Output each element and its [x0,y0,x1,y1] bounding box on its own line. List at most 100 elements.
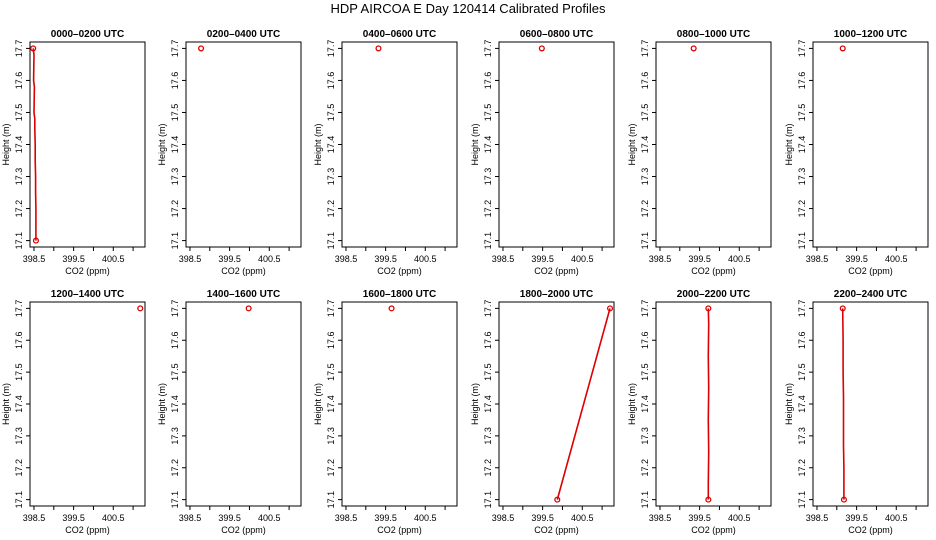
x-tick-label: 398.5 [492,254,515,264]
x-axis-label: CO2 (ppm) [691,266,736,276]
panel-title: 0400–0600 UTC [363,29,436,40]
y-tick-label: 17.6 [326,72,336,90]
y-tick-label: 17.3 [326,427,336,445]
y-tick-label: 17.5 [640,363,650,381]
data-point [839,305,846,312]
x-tick-label: 400.5 [885,254,908,264]
y-axis-label: Height (m) [313,383,323,425]
y-tick-label: 17.1 [797,491,807,509]
y-tick-label: 17.5 [326,104,336,122]
plot-frame [498,301,615,507]
x-tick-label: 399.5 [218,513,241,523]
y-tick-label: 17.2 [640,459,650,477]
panel-title: 1600–1800 UTC [363,289,436,300]
data-point [137,305,144,312]
data-point [32,237,39,244]
y-tick-label: 17.5 [170,104,180,122]
y-tick-label: 17.6 [483,331,493,349]
y-tick-label: 17.2 [797,200,807,218]
panel-9: 1600–1800 UTC 398.5 399.5 400.5 17.1 17.2 17.3… [313,289,458,535]
data-point [245,305,252,312]
profile-line [841,308,845,500]
y-tick-label: 17.7 [640,40,650,58]
y-axis-label: Height (m) [470,383,480,425]
x-tick-label: 398.5 [23,254,46,264]
y-tick-label: 17.1 [14,232,24,250]
y-tick-label: 17.7 [483,40,493,58]
x-tick-label: 398.5 [179,513,202,523]
y-axis-label: Height (m) [470,123,480,165]
plot-frame [341,301,458,507]
panel-title: 1000–1200 UTC [834,29,907,40]
x-tick-label: 400.5 [102,513,125,523]
panel-title: 0200–0400 UTC [207,29,280,40]
x-tick-label: 399.5 [374,254,397,264]
x-tick-label: 399.5 [688,513,711,523]
plot-frame [29,41,146,248]
y-tick-label: 17.6 [640,72,650,90]
x-axis-label: CO2 (ppm) [377,266,422,276]
y-tick-label: 17.1 [170,232,180,250]
data-point [705,305,712,312]
x-tick-label: 399.5 [688,254,711,264]
y-tick-label: 17.5 [14,104,24,122]
x-tick-label: 400.5 [728,513,751,523]
x-tick-label: 399.5 [845,254,868,264]
data-point [839,45,846,52]
y-tick-label: 17.1 [326,232,336,250]
panel-10: 1800–2000 UTC 398.5 399.5 400.5 17.1 17.2 17.3… [470,289,615,535]
y-axis-label: Height (m) [157,383,167,425]
y-axis-label: Height (m) [1,123,11,165]
y-tick-label: 17.5 [640,104,650,122]
plot-frame [498,41,615,248]
plot-frame [29,301,146,507]
y-tick-label: 17.1 [640,232,650,250]
x-tick-label: 398.5 [492,513,515,523]
y-tick-label: 17.7 [483,300,493,318]
x-tick-label: 400.5 [728,254,751,264]
y-tick-label: 17.3 [640,168,650,186]
y-tick-label: 17.3 [483,168,493,186]
y-tick-label: 17.6 [483,72,493,90]
y-tick-label: 17.3 [640,427,650,445]
panel-title: 1800–2000 UTC [520,289,593,300]
x-tick-label: 400.5 [571,254,594,264]
y-tick-label: 17.5 [14,363,24,381]
panel-8: 1400–1600 UTC 398.5 399.5 400.5 17.1 17.2 17.3… [157,289,302,535]
profile-line [556,308,611,500]
y-tick-label: 17.5 [326,363,336,381]
y-tick-label: 17.4 [170,136,180,154]
y-tick-label: 17.7 [797,40,807,58]
data-point [375,45,382,52]
panel-title: 2000–2200 UTC [677,289,750,300]
panel-title: 1400–1600 UTC [207,289,280,300]
y-tick-label: 17.5 [797,363,807,381]
y-tick-label: 17.5 [483,104,493,122]
y-tick-label: 17.2 [326,459,336,477]
x-axis-label: CO2 (ppm) [848,266,893,276]
y-tick-label: 17.6 [326,331,336,349]
panel-7: 1200–1400 UTC 398.5 399.5 400.5 17.1 17.2 17.3… [1,289,146,535]
x-axis-label: CO2 (ppm) [534,266,579,276]
y-tick-label: 17.4 [483,395,493,413]
data-point [198,45,205,52]
y-tick-label: 17.6 [14,72,24,90]
panel-6: 1000–1200 UTC 398.5 399.5 400.5 17.1 17.2 17.3… [784,29,929,276]
x-tick-label: 400.5 [258,513,281,523]
plot-frame [185,41,302,248]
y-axis-label: Height (m) [627,123,637,165]
panel-title: 0800–1000 UTC [677,29,750,40]
panel-12: 2200–2400 UTC 398.5 399.5 400.5 17.1 17.2 17.3… [784,289,929,535]
y-tick-label: 17.6 [14,331,24,349]
y-tick-label: 17.1 [483,491,493,509]
y-tick-label: 17.4 [170,395,180,413]
x-axis-label: CO2 (ppm) [534,525,579,535]
y-tick-label: 17.6 [797,331,807,349]
x-tick-label: 398.5 [179,254,202,264]
data-point [554,496,561,503]
x-tick-label: 399.5 [531,254,554,264]
y-tick-label: 17.4 [326,136,336,154]
x-tick-label: 399.5 [62,254,85,264]
x-axis-label: CO2 (ppm) [65,266,110,276]
